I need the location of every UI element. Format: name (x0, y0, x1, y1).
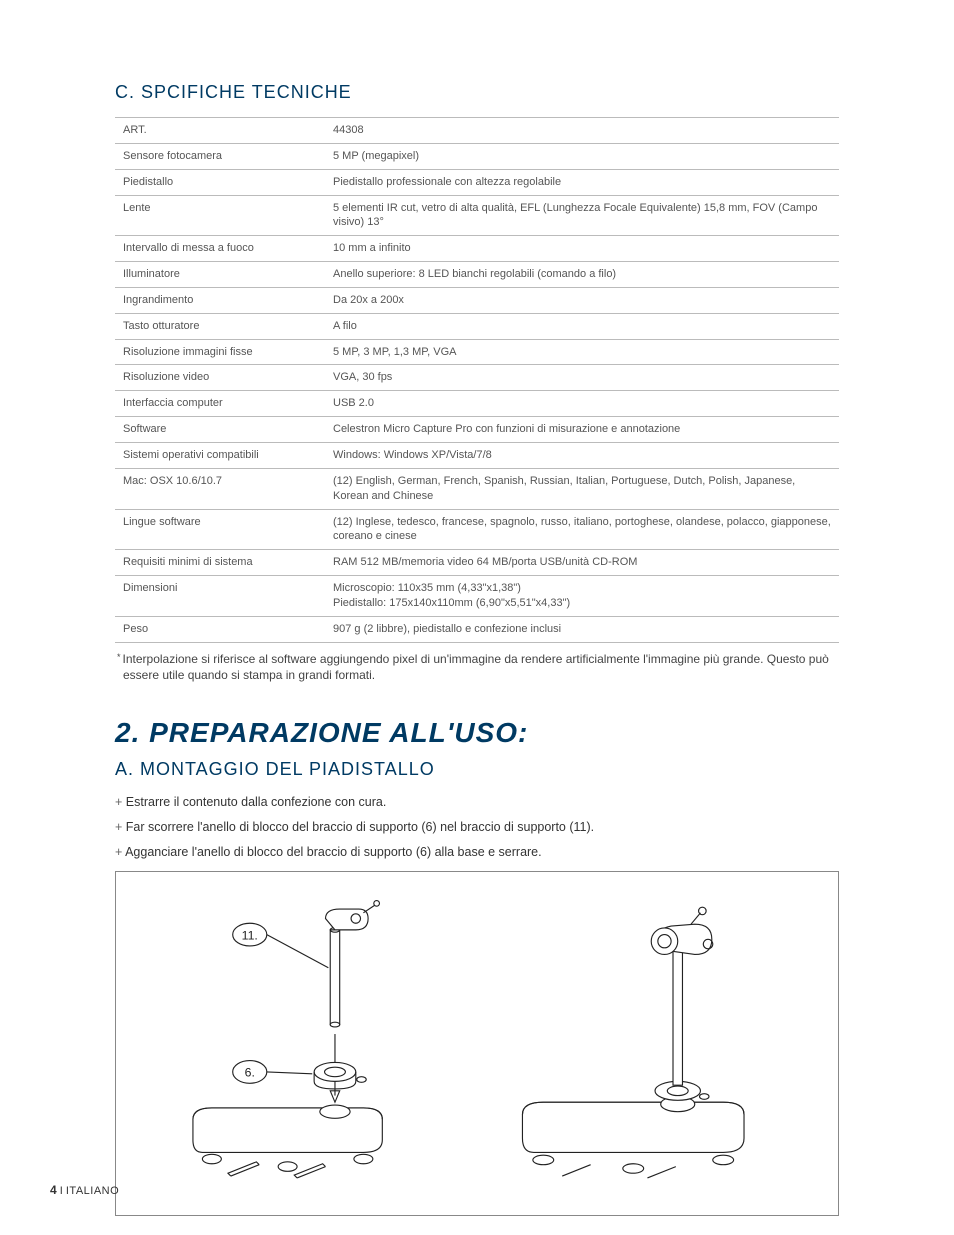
table-row: IngrandimentoDa 20x a 200x (115, 287, 839, 313)
table-row: Sistemi operativi compatibiliWindows: Wi… (115, 442, 839, 468)
spec-value: (12) English, German, French, Spanish, R… (325, 468, 839, 509)
table-row: Mac: OSX 10.6/10.7(12) English, German, … (115, 468, 839, 509)
spec-label: Illuminatore (115, 262, 325, 288)
spec-label: Mac: OSX 10.6/10.7 (115, 468, 325, 509)
spec-label: Sensore fotocamera (115, 143, 325, 169)
spec-value: A filo (325, 313, 839, 339)
page-number: 4 (50, 1183, 57, 1197)
spec-value: Celestron Micro Capture Pro con funzioni… (325, 417, 839, 443)
spec-value: Microscopio: 110x35 mm (4,33"x1,38")Pied… (325, 576, 839, 617)
table-row: Risoluzione immagini fisse5 MP, 3 MP, 1,… (115, 339, 839, 365)
list-item: Estrarre il contenuto dalla confezione c… (115, 794, 839, 811)
section-c-heading: C. SPCIFICHE TECNICHE (115, 82, 839, 103)
table-row: Requisiti minimi di sistemaRAM 512 MB/me… (115, 550, 839, 576)
diagram-label-11: 11. (242, 928, 258, 942)
spec-label: ART. (115, 118, 325, 144)
table-row: Sensore fotocamera5 MP (megapixel) (115, 143, 839, 169)
assembly-diagram: 11. 6. (115, 871, 839, 1216)
spec-label: Lente (115, 195, 325, 236)
spec-label: Interfaccia computer (115, 391, 325, 417)
steps-list: Estrarre il contenuto dalla confezione c… (115, 794, 839, 861)
page-footer: 4 I ITALIANO (50, 1183, 119, 1197)
table-row: SoftwareCelestron Micro Capture Pro con … (115, 417, 839, 443)
spec-value: Windows: Windows XP/Vista/7/8 (325, 442, 839, 468)
spec-value: Anello superiore: 8 LED bianchi regolabi… (325, 262, 839, 288)
section-a-heading: A. MONTAGGIO DEL PIADISTALLO (115, 759, 839, 780)
table-row: Intervallo di messa a fuoco10 mm a infin… (115, 236, 839, 262)
table-row: PiedistalloPiedistallo professionale con… (115, 169, 839, 195)
table-row: Interfaccia computerUSB 2.0 (115, 391, 839, 417)
spec-value: 5 MP (megapixel) (325, 143, 839, 169)
spec-value: RAM 512 MB/memoria video 64 MB/porta USB… (325, 550, 839, 576)
spec-value: Da 20x a 200x (325, 287, 839, 313)
diagram-label-6: 6. (245, 1065, 255, 1079)
spec-value: VGA, 30 fps (325, 365, 839, 391)
main-heading: 2. PREPARAZIONE ALL'USO: (115, 717, 839, 749)
spec-label: Intervallo di messa a fuoco (115, 236, 325, 262)
spec-value: 907 g (2 libbre), piedistallo e confezio… (325, 616, 839, 642)
spec-label: Risoluzione immagini fisse (115, 339, 325, 365)
spec-value: 44308 (325, 118, 839, 144)
spec-value: 5 MP, 3 MP, 1,3 MP, VGA (325, 339, 839, 365)
spec-value: Piedistallo professionale con altezza re… (325, 169, 839, 195)
footnote: *Interpolazione si riferisce al software… (115, 651, 839, 683)
table-row: Peso907 g (2 libbre), piedistallo e conf… (115, 616, 839, 642)
page-language: ITALIANO (66, 1185, 119, 1197)
table-row: Lente5 elementi IR cut, vetro di alta qu… (115, 195, 839, 236)
table-row: Lingue software(12) Inglese, tedesco, fr… (115, 509, 839, 550)
spec-label: Lingue software (115, 509, 325, 550)
spec-label: Tasto otturatore (115, 313, 325, 339)
table-row: ART.44308 (115, 118, 839, 144)
table-row: Risoluzione videoVGA, 30 fps (115, 365, 839, 391)
spec-label: Software (115, 417, 325, 443)
spec-value: 5 elementi IR cut, vetro di alta qualità… (325, 195, 839, 236)
list-item: Far scorrere l'anello di blocco del brac… (115, 819, 839, 836)
spec-label: Risoluzione video (115, 365, 325, 391)
spec-label: Dimensioni (115, 576, 325, 617)
table-row: IlluminatoreAnello superiore: 8 LED bian… (115, 262, 839, 288)
table-row: Tasto otturatoreA filo (115, 313, 839, 339)
spec-table: ART.44308Sensore fotocamera5 MP (megapix… (115, 117, 839, 643)
spec-label: Peso (115, 616, 325, 642)
spec-label: Ingrandimento (115, 287, 325, 313)
spec-label: Requisiti minimi di sistema (115, 550, 325, 576)
list-item: Agganciare l'anello di blocco del bracci… (115, 844, 839, 861)
table-row: DimensioniMicroscopio: 110x35 mm (4,33"x… (115, 576, 839, 617)
spec-value: USB 2.0 (325, 391, 839, 417)
spec-value: 10 mm a infinito (325, 236, 839, 262)
spec-value: (12) Inglese, tedesco, francese, spagnol… (325, 509, 839, 550)
spec-label: Sistemi operativi compatibili (115, 442, 325, 468)
spec-label: Piedistallo (115, 169, 325, 195)
